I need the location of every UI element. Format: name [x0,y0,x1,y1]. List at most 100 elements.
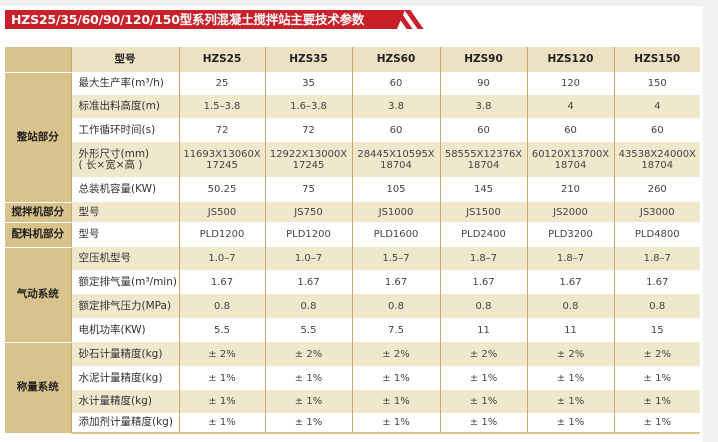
value-text: 90 [477,78,490,89]
row-label-text: 添加剂计量精度(kg) [78,416,173,428]
value-cell: 90 [439,72,527,95]
value-text: ± 2% [208,348,236,360]
value-cell: ± 1% [439,390,527,413]
value-text: 1.67 [559,276,582,288]
value-text: 5.5 [300,324,317,336]
row-label-text: 电机功率(KW) [78,323,146,336]
value-cell: JS2000 [526,202,614,222]
value-cell: JS1500 [439,202,527,222]
value-text: 3.8 [475,101,492,112]
table-row: 额定排气压力(MPa) 0.8 0.8 0.8 0.8 0.8 0.8 [5,294,700,318]
value-cell: 3.8 [351,95,440,118]
value-text: 75 [302,184,315,195]
value-cell: ± 1% [178,366,265,390]
value-text: 60 [650,124,664,136]
value-text: 260 [647,184,667,195]
value-cell: 0.8 [351,294,440,318]
table-row: 电机功率(KW) 5.5 5.5 7.5 11 11 15 [5,318,700,342]
value-cell: ± 2% [351,342,440,366]
value-text: 105 [386,184,406,195]
row-label-text: 空压机型号 [78,252,132,264]
value-cell: 1.5–7 [351,247,440,270]
value-text: 7.5 [388,324,404,336]
value-cell: ± 1% [351,366,440,390]
value-cell: 1.8–7 [439,247,527,270]
category-header-cell [5,47,71,73]
value-cell: ± 1% [178,390,265,413]
value-cell: 0.8 [264,294,352,318]
value-cell: 1.67 [264,270,352,294]
value-text: 60 [389,124,403,136]
value-text: 11 [477,324,490,336]
value-cell: ± 2% [526,342,614,366]
value-cell: 1.67 [613,270,700,294]
value-text: ± 2% [294,348,323,360]
value-cell: 15 [613,318,700,342]
value-cell: PLD3200 [526,222,614,247]
value-cell: 1.5–3.8 [178,95,265,118]
value-cell: 260 [613,177,700,202]
value-text-line2: 17245 [292,159,325,171]
row-label: 型号 [70,202,179,222]
value-text: PLD1200 [199,229,245,240]
value-text: JS1500 [466,206,501,218]
table-row: 标准出料高度(m) 1.5–3.8 1.6–3.8 3.8 3.8 4 4 [5,95,700,118]
row-label: 电机功率(KW) [70,318,179,342]
value-text: JS1000 [378,206,414,218]
value-text: 50.25 [207,184,237,195]
value-cell: 43538X24000X 18704 [613,142,700,177]
value-cell: 145 [439,177,527,202]
row-label: 标准出料高度(m) [70,95,179,118]
model-header: HZS90 [439,47,527,72]
value-cell: 3.8 [439,95,527,118]
value-cell: 28445X10595X 18704 [351,142,440,177]
value-text: 35 [302,78,315,89]
value-text: PLD4800 [634,229,680,240]
row-label-text: 外形尺寸(mm) [78,147,150,160]
value-text: 1.0–7 [294,253,323,264]
value-cell: JS750 [264,202,352,222]
table-row: 气动系统 空压机型号 1.0–7 1.0–7 1.5–7 1.8–7 1.8–7 1.8–7 [5,247,700,343]
value-cell: 60 [526,118,614,142]
value-cell: 1.8–7 [526,247,614,270]
row-label-text: 型号 [78,228,100,240]
value-text: 1.8–7 [556,253,585,264]
value-cell: 120 [526,72,614,95]
value-text: 4 [567,101,574,112]
value-cell: 25 [178,72,265,95]
value-text: 150 [647,78,667,89]
value-text: 1.8–7 [469,253,498,264]
value-text: ± 1% [294,417,323,428]
value-cell: 1.0–7 [264,247,352,270]
value-text: 43538X24000X [618,148,696,160]
row-label-text: 型号 [78,205,100,218]
value-cell: PLD2400 [439,222,527,247]
value-text: 25 [215,78,229,89]
table-row: 水计量精度(kg) ± 1% ± 1% ± 1% ± 1% ± 1% ± 1% [5,390,700,413]
value-text: 12922X13000X [269,148,348,160]
row-label-text: 最大生产率(m³/h) [78,77,164,89]
value-text: 72 [215,124,229,136]
value-text: ± 1% [643,372,671,384]
value-text: 0.8 [562,300,579,312]
value-cell: JS500 [178,202,265,222]
row-label: 额定排气量(m³/min) [70,270,179,294]
value-cell: 4 [526,95,614,118]
value-text: 1.67 [297,276,320,288]
value-cell: ± 2% [439,342,527,366]
value-cell: 5.5 [178,318,265,342]
value-cell: 0.8 [613,294,700,318]
value-cell: PLD1200 [178,222,265,247]
value-cell: 1.8–7 [613,247,700,270]
value-text: PLD2400 [461,229,506,240]
row-label: 最大生产率(m³/h) [70,72,179,95]
row-label-text: 水泥计量精度(kg) [78,371,163,384]
value-text: 0.8 [649,300,666,312]
value-text: 1.67 [472,276,495,288]
value-text: 1.67 [646,276,669,288]
value-cell: PLD1200 [264,222,352,247]
value-text: ± 1% [556,372,585,384]
value-text: JS750 [294,206,323,218]
value-cell: ± 1% [526,413,614,434]
value-text: ± 1% [556,417,585,428]
